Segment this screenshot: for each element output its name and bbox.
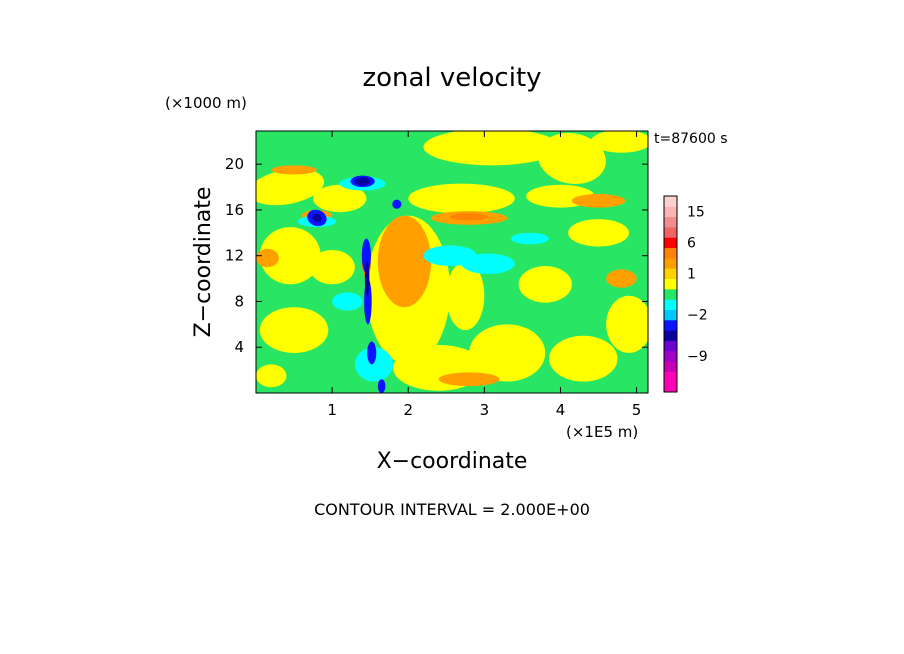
colorbar-swatch: [664, 257, 677, 269]
colorbar-swatch: [664, 278, 677, 290]
contour-region: [364, 261, 370, 296]
y-tick-label: 20: [225, 155, 244, 173]
colorbar-frame: [663, 195, 678, 393]
colorbar-swatch: [664, 226, 677, 238]
contour-region: [361, 238, 371, 273]
colorbar-swatch: [664, 299, 677, 310]
y-axis-label: Z−coordinate: [191, 187, 216, 338]
time-label: t=87600 s: [654, 131, 728, 147]
contour-region: [438, 372, 500, 387]
contour-region: [606, 295, 648, 353]
colorbar-swatch: [664, 340, 677, 352]
contour-region: [259, 227, 321, 285]
colorbar-label: 15: [687, 204, 705, 220]
contour-region: [377, 379, 386, 393]
contour-region: [354, 347, 394, 382]
colorbar: 15 6 1 −2 −9: [663, 195, 708, 393]
colorbar-swatch: [664, 361, 677, 372]
contour-region: [450, 213, 489, 221]
colorbar-swatch: [664, 288, 677, 300]
colorbar-swatch: [664, 247, 677, 259]
contour-region: [408, 183, 515, 214]
contour-region: [332, 292, 363, 311]
colorbar-swatch: [664, 206, 677, 218]
y-tick-label: 16: [225, 201, 244, 219]
contour-region: [256, 364, 287, 388]
x-tick-label: 4: [556, 401, 566, 419]
colorbar-label: −9: [687, 349, 708, 365]
contour-region: [367, 341, 377, 365]
plot-frame: [255, 130, 649, 394]
colorbar-swatch: [664, 381, 677, 393]
y-tick-label: 8: [234, 292, 244, 310]
y-unit-label: (×1000 m): [165, 94, 247, 112]
contour-region: [354, 177, 371, 186]
colorbar-label: 1: [687, 266, 696, 282]
contour-region: [309, 249, 355, 285]
contour-region: [312, 213, 322, 223]
colorbar-swatch: [664, 371, 677, 383]
contour-region: [259, 307, 329, 353]
y-tick-label: 12: [225, 247, 244, 265]
contour-region: [446, 261, 485, 331]
x-tick-label: 5: [632, 401, 642, 419]
contour-region: [392, 199, 402, 209]
contour-region: [571, 193, 626, 208]
contour-field: [256, 131, 648, 393]
colorbar-label: −2: [687, 308, 708, 324]
contour-region: [469, 324, 546, 382]
y-tick-label: 4: [234, 338, 244, 356]
contour-region: [256, 168, 325, 206]
colorbar-swatch: [664, 196, 677, 207]
colorbar-swatch: [664, 309, 677, 321]
contour-region: [510, 232, 550, 245]
colorbar-swatch: [664, 319, 677, 331]
contour-region: [568, 219, 629, 247]
x-tick-label: 3: [480, 401, 490, 419]
x-tick-label: 2: [403, 401, 413, 419]
x-axis: 1 2 3 4 5: [327, 131, 641, 419]
contour-region: [313, 184, 367, 213]
y-axis: 4 8 12 16 20: [225, 155, 648, 356]
colorbar-swatch: [664, 268, 677, 280]
colorbar-swatch: [664, 330, 677, 341]
contour-interval-note: CONTOUR INTERVAL = 2.000E+00: [314, 500, 590, 519]
contour-region: [549, 335, 618, 382]
x-tick-label: 1: [327, 401, 337, 419]
colorbar-swatch: [664, 237, 677, 249]
colorbar-label: 6: [687, 235, 696, 251]
contour-region: [377, 215, 432, 308]
contour-region: [271, 165, 317, 175]
contour-region: [606, 269, 637, 288]
contour-region: [461, 253, 515, 275]
contour-region: [423, 131, 561, 166]
contour-region: [518, 266, 572, 303]
x-unit-label: (×1E5 m): [566, 423, 638, 441]
colorbar-swatch: [664, 216, 677, 228]
contour-region: [590, 131, 648, 153]
colorbar-swatch: [664, 350, 677, 362]
contour-region: [256, 248, 279, 268]
chart-title: zonal velocity: [362, 63, 541, 93]
x-axis-label: X−coordinate: [377, 449, 528, 474]
contour-region: [537, 132, 606, 184]
